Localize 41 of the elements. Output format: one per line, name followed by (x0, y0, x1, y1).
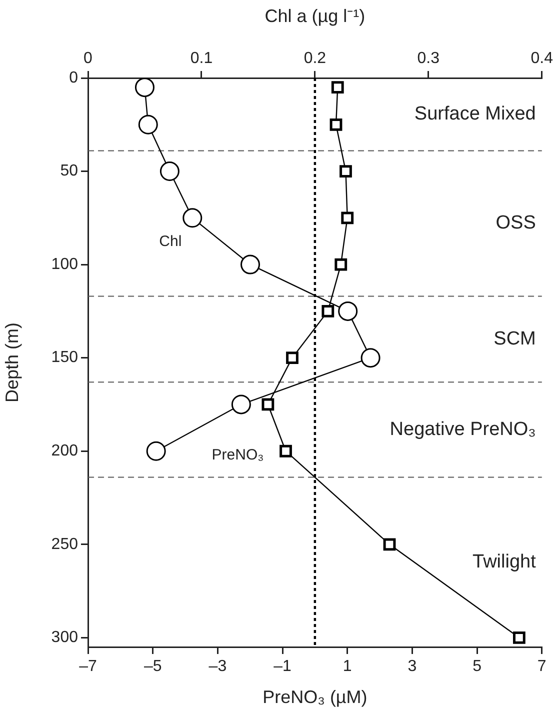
x-tick-label: 3 (408, 658, 417, 676)
x2-tick-label: 0.2 (304, 50, 326, 67)
y-tick-label: 50 (60, 162, 78, 180)
y-tick-label: 100 (51, 256, 78, 273)
y-tick-label: 300 (51, 629, 78, 646)
annotation: Negative PreNO₃ (390, 418, 536, 440)
series-label: Chl (159, 233, 182, 250)
series-label: PreNO₃ (212, 446, 264, 464)
x2-tick-label: 0 (84, 50, 93, 67)
y-tick-label: 200 (51, 442, 78, 460)
annotation: Twilight (472, 551, 537, 572)
x-tick-label: 7 (537, 658, 546, 676)
point (286, 352, 298, 364)
x-tick-label: –1 (274, 658, 292, 676)
x2-tick-label: 0.1 (190, 50, 213, 67)
point (322, 304, 334, 318)
x-tick-label: –3 (208, 658, 227, 676)
point (330, 118, 342, 131)
point (334, 258, 348, 271)
x-tick-label: 1 (342, 658, 352, 676)
point (341, 212, 354, 224)
point (331, 81, 344, 94)
x-axis-title: PreNO₃ (µM) (262, 687, 368, 708)
point (383, 538, 396, 551)
y-tick-label: 150 (51, 349, 78, 366)
annotation: SCM (494, 328, 536, 350)
point (340, 165, 352, 178)
y-axis-title: Depth (m) (2, 322, 22, 403)
x2-tick-label: 0.3 (417, 50, 440, 67)
annotation: OSS (496, 212, 536, 234)
x-tick-label: –7 (79, 658, 97, 676)
point (512, 631, 526, 644)
x2-tick-label: 0.4 (530, 50, 554, 67)
annotation: Surface Mixed (414, 104, 536, 125)
y-tick-label: 0 (69, 69, 78, 86)
y-tick-label: 250 (51, 536, 78, 553)
x-tick-label: 5 (472, 658, 482, 676)
point (280, 444, 292, 458)
point (262, 398, 274, 411)
x2-axis-title: Chl a (µg l⁻¹) (264, 6, 366, 26)
x-tick-label: –5 (144, 658, 162, 676)
